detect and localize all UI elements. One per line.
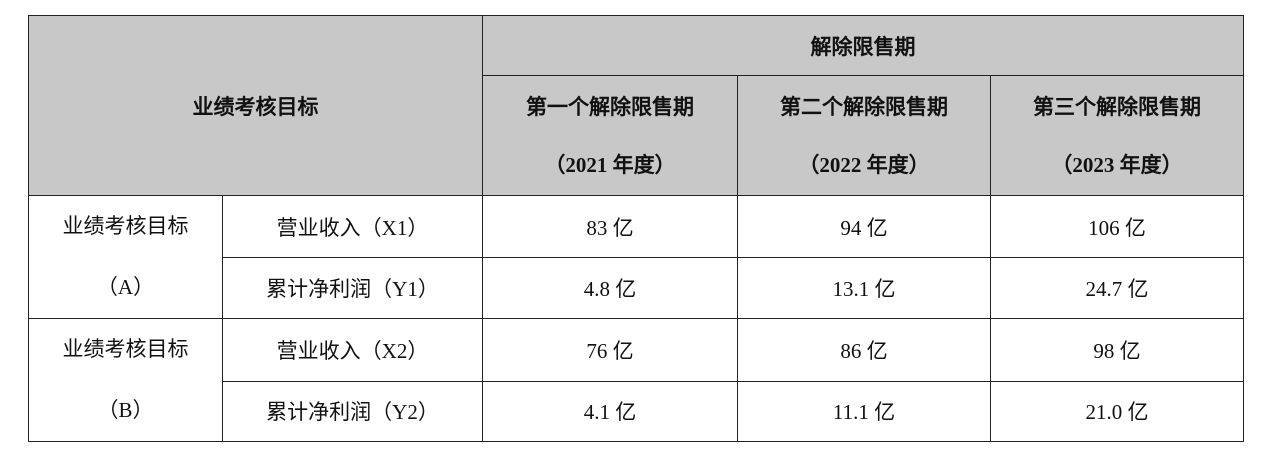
group-label: 业绩考核目标 xyxy=(62,214,189,238)
header-row: 第一个解除限售期 （2021 年度） 第二个解除限售期 （2022 年度） 第三个解除限… xyxy=(29,75,1245,196)
table-body: 业绩考核目标 解除限售期 第一个解除限售期 （2021 年度） 第二个解除限售期 （2… xyxy=(28,15,1245,442)
value-cell: 11.1 亿 xyxy=(737,380,991,442)
data-row: 累计净利润（Y2） 4.1 亿 11.1 亿 21.0 亿 xyxy=(29,380,1245,442)
data-row: 业绩考核目标 （A） 营业收入（X1） 83 亿 94 亿 106 亿 xyxy=(28,195,1245,319)
period-year: （2021 年度） xyxy=(544,152,676,177)
period-header: 解除限售期 xyxy=(481,15,1245,76)
value-cell: 106 亿 xyxy=(989,195,1245,258)
data-row: 业绩考核目标 （B） 营业收入（X2） 76 亿 86 亿 98 亿 xyxy=(28,318,1245,442)
header-row: 业绩考核目标 解除限售期 xyxy=(28,15,1245,196)
metric-cell: 累计净利润（Y1） xyxy=(222,257,483,319)
metric-cell: 营业收入（X2） xyxy=(222,318,483,382)
metric-cell: 营业收入（X1） xyxy=(222,195,483,258)
group-cell: 业绩考核目标 （B） xyxy=(28,318,223,442)
group-sub: （A） xyxy=(96,275,155,299)
value-cell: 98 亿 xyxy=(989,318,1245,382)
value-cell: 83 亿 xyxy=(482,195,738,258)
value-cell: 13.1 亿 xyxy=(737,257,991,319)
group-label: 业绩考核目标 xyxy=(62,337,189,361)
group-cell: 业绩考核目标 （A） xyxy=(28,195,223,319)
value-cell: 94 亿 xyxy=(737,195,991,258)
period-year: （2023 年度） xyxy=(1051,152,1183,177)
period-cell: 第三个解除限售期 （2023 年度） xyxy=(989,75,1245,196)
target-header: 业绩考核目标 xyxy=(28,15,483,196)
metric-cell: 累计净利润（Y2） xyxy=(222,380,483,442)
table-container: 业绩考核目标 解除限售期 第一个解除限售期 （2021 年度） 第二个解除限售期 （2… xyxy=(28,15,1245,442)
value-cell: 4.1 亿 xyxy=(482,380,738,442)
period-cell: 第一个解除限售期 （2021 年度） xyxy=(482,75,738,196)
value-cell: 4.8 亿 xyxy=(482,257,738,319)
value-cell: 24.7 亿 xyxy=(989,257,1245,319)
period-year: （2022 年度） xyxy=(798,152,930,177)
period-name: 第二个解除限售期 xyxy=(780,94,948,119)
value-cell: 86 亿 xyxy=(737,318,991,382)
value-cell: 21.0 亿 xyxy=(989,380,1245,442)
period-name: 第三个解除限售期 xyxy=(1033,94,1201,119)
period-name: 第一个解除限售期 xyxy=(526,94,694,119)
value-cell: 76 亿 xyxy=(482,318,738,382)
group-sub: （B） xyxy=(97,398,154,422)
period-cell: 第二个解除限售期 （2022 年度） xyxy=(737,75,991,196)
data-row: 累计净利润（Y1） 4.8 亿 13.1 亿 24.7 亿 xyxy=(29,257,1245,319)
target-table: 业绩考核目标 解除限售期 第一个解除限售期 （2021 年度） 第二个解除限售期 （2… xyxy=(28,15,1245,442)
